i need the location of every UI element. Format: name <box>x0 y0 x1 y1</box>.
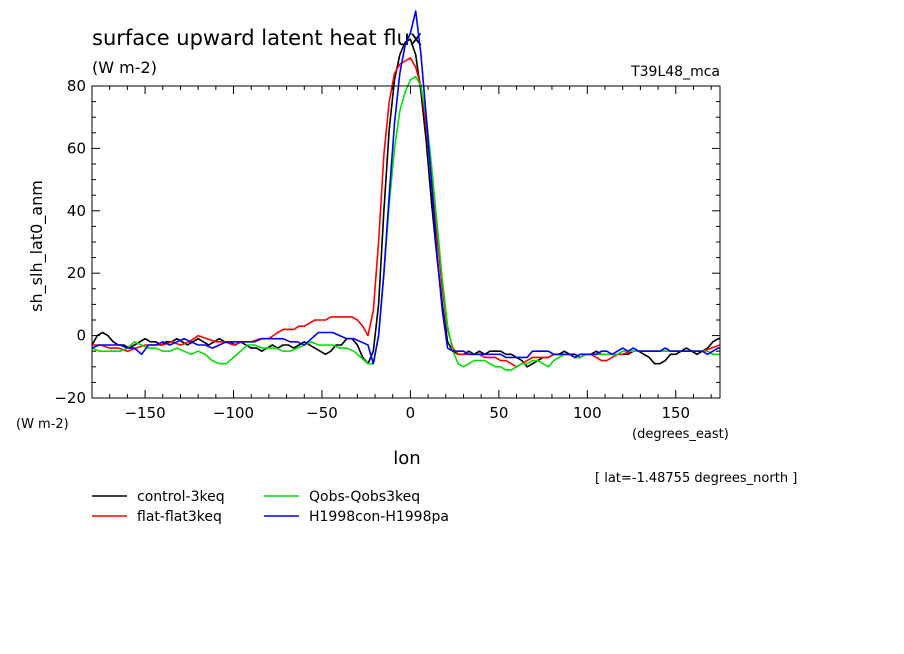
y-tick-label: 80 <box>67 77 86 95</box>
y-axis-label: sh_slh_lat0_anm <box>27 180 47 312</box>
x-axis-units: (degrees_east) <box>632 427 729 442</box>
x-tick-label: 0 <box>406 404 416 422</box>
x-tick-label: 50 <box>489 404 508 422</box>
x-tick-label: 150 <box>661 404 690 422</box>
y-tick-label: 40 <box>67 202 86 220</box>
legend-label-3: Qobs-Qobs3keq <box>309 489 420 505</box>
chart-title: surface upward latent heat flux <box>92 26 422 50</box>
x-tick-label: −50 <box>306 404 338 422</box>
x-axis-label: lon <box>393 448 420 469</box>
y-tick-label: −20 <box>54 389 86 407</box>
latitude-note: [ lat=-1.48755 degrees_north ] <box>595 471 797 486</box>
series-line-4 <box>91 10 720 365</box>
y-tick-label: 0 <box>76 327 86 345</box>
x-tick-label: 100 <box>573 404 602 422</box>
legend-label-2: flat-flat3keq <box>137 509 222 525</box>
legend: control-3keq flat-flat3keq Qobs-Qobs3keq H1… <box>92 489 449 525</box>
x-tick-label: −150 <box>124 404 165 422</box>
x-axis: −150 −100 −50 0 50 100 150 <box>91 86 712 422</box>
plot-series <box>91 10 721 371</box>
y-tick-label: 60 <box>67 139 86 157</box>
legend-label-4: H1998con-H1998pa <box>309 509 449 525</box>
experiment-label: T39L48_mca <box>630 64 720 80</box>
chart-units: (W m-2) <box>92 58 157 77</box>
legend-label-1: control-3keq <box>137 489 225 505</box>
series-line-2 <box>92 57 721 368</box>
x-tick-label: −100 <box>213 404 254 422</box>
y-axis: −20 0 20 40 60 80 <box>54 77 720 407</box>
y-axis-units: (W m-2) <box>16 417 69 432</box>
series-line-3 <box>91 75 720 371</box>
y-tick-label: 20 <box>67 264 86 282</box>
